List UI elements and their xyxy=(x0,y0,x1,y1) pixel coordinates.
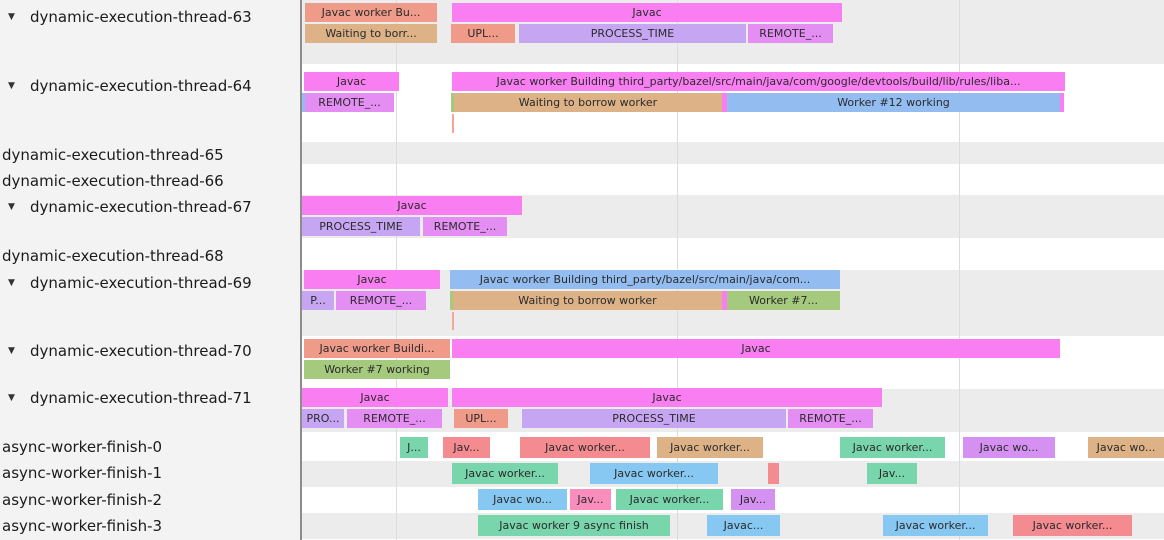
thread-label: dynamic-execution-thread-65 xyxy=(2,146,224,164)
trace-slice[interactable]: Jav... xyxy=(570,489,611,510)
expand-collapse-triangle-icon[interactable]: ▼ xyxy=(8,346,15,356)
trace-slice[interactable]: REMOTE_... xyxy=(748,24,833,43)
trace-slice[interactable]: J... xyxy=(400,437,428,458)
instant-event-tick[interactable] xyxy=(452,114,454,133)
expand-collapse-triangle-icon[interactable]: ▼ xyxy=(8,12,15,22)
trace-slice[interactable]: Javac worker Buildi... xyxy=(304,339,450,358)
trace-slice[interactable]: Worker #12 working xyxy=(727,93,1060,112)
thread-row-dynamic-execution-thread-70[interactable]: ▼ dynamic-execution-thread-70 xyxy=(0,340,300,362)
track-background-band xyxy=(302,461,1164,487)
thread-row-dynamic-execution-thread-64[interactable]: ▼ dynamic-execution-thread-64 xyxy=(0,75,300,97)
trace-slice[interactable]: Worker #7... xyxy=(727,291,840,310)
trace-slice[interactable]: Jav... xyxy=(731,489,775,510)
thread-label: dynamic-execution-thread-69 xyxy=(30,274,252,292)
thread-row-async-worker-finish-0[interactable]: async-worker-finish-0 xyxy=(0,436,300,458)
trace-slice[interactable]: PROCESS_TIME xyxy=(302,217,420,236)
trace-slice[interactable] xyxy=(768,463,779,484)
trace-slice[interactable]: REMOTE_... xyxy=(347,409,442,428)
thread-row-async-worker-finish-2[interactable]: async-worker-finish-2 xyxy=(0,489,300,511)
trace-slice[interactable]: Waiting to borrow worker xyxy=(453,291,722,310)
trace-slice[interactable] xyxy=(302,93,305,112)
time-gridline xyxy=(959,0,960,540)
trace-slice[interactable] xyxy=(1060,93,1064,112)
trace-slice[interactable]: Javac xyxy=(302,388,448,407)
thread-label: dynamic-execution-thread-64 xyxy=(30,77,252,95)
trace-slice[interactable]: Waiting to borr... xyxy=(305,24,437,43)
thread-row-async-worker-finish-1[interactable]: async-worker-finish-1 xyxy=(0,462,300,484)
trace-slice[interactable]: Javac xyxy=(302,196,522,215)
thread-label: dynamic-execution-thread-70 xyxy=(30,342,252,360)
expand-collapse-triangle-icon[interactable]: ▼ xyxy=(8,278,15,288)
trace-slice[interactable]: Javac worker... xyxy=(840,437,945,458)
trace-slice[interactable]: Javac worker Building third_party/bazel/… xyxy=(452,72,1065,91)
trace-slice[interactable]: Jav... xyxy=(443,437,490,458)
trace-slice[interactable]: Javac xyxy=(452,339,1060,358)
trace-slice[interactable] xyxy=(451,93,454,112)
trace-slice[interactable]: Javac xyxy=(452,388,882,407)
timeline-canvas[interactable]: Javac worker Bu... Javac Waiting to borr..… xyxy=(302,0,1164,540)
expand-collapse-triangle-icon[interactable]: ▼ xyxy=(8,202,15,212)
thread-label: async-worker-finish-3 xyxy=(2,517,163,535)
thread-label: dynamic-execution-thread-63 xyxy=(30,8,252,26)
trace-slice[interactable]: Javac worker 9 async finish xyxy=(478,515,670,536)
track-background-band xyxy=(302,238,1164,270)
trace-slice[interactable]: REMOTE_... xyxy=(305,93,394,112)
thread-row-dynamic-execution-thread-65[interactable]: dynamic-execution-thread-65 xyxy=(0,144,300,166)
trace-slice[interactable]: Javac... xyxy=(707,515,780,536)
trace-slice[interactable]: Javac worker... xyxy=(883,515,988,536)
trace-slice[interactable]: Javac worker... xyxy=(616,489,723,510)
thread-label: async-worker-finish-0 xyxy=(2,438,163,456)
thread-label: dynamic-execution-thread-66 xyxy=(2,172,224,190)
trace-slice[interactable]: Javac worker... xyxy=(452,463,558,484)
thread-row-dynamic-execution-thread-66[interactable]: dynamic-execution-thread-66 xyxy=(0,170,300,192)
trace-slice[interactable]: Javac worker... xyxy=(520,437,650,458)
thread-label: async-worker-finish-1 xyxy=(2,464,163,482)
trace-slice[interactable]: UPL... xyxy=(454,409,508,428)
trace-slice[interactable] xyxy=(450,291,453,310)
trace-slice[interactable]: Javac worker Bu... xyxy=(305,3,437,22)
trace-slice[interactable]: Javac xyxy=(452,3,842,22)
thread-list-sidebar: ▼ dynamic-execution-thread-63 ▼ dynamic-exe… xyxy=(0,0,302,540)
trace-slice[interactable]: PROCESS_TIME xyxy=(522,409,786,428)
thread-row-dynamic-execution-thread-63[interactable]: ▼ dynamic-execution-thread-63 xyxy=(0,6,300,28)
thread-row-dynamic-execution-thread-71[interactable]: ▼ dynamic-execution-thread-71 xyxy=(0,387,300,409)
thread-row-dynamic-execution-thread-69[interactable]: ▼ dynamic-execution-thread-69 xyxy=(0,272,300,294)
trace-slice[interactable]: Javac wo... xyxy=(1088,437,1164,458)
expand-collapse-triangle-icon[interactable]: ▼ xyxy=(8,81,15,91)
instant-event-tick[interactable] xyxy=(452,312,454,330)
expand-collapse-triangle-icon[interactable]: ▼ xyxy=(8,393,15,403)
trace-slice[interactable]: REMOTE_... xyxy=(788,409,873,428)
trace-slice[interactable]: Javac xyxy=(304,72,399,91)
thread-label: async-worker-finish-2 xyxy=(2,491,163,509)
trace-slice[interactable]: Javac wo... xyxy=(478,489,567,510)
trace-slice[interactable]: REMOTE_... xyxy=(336,291,426,310)
trace-slice[interactable] xyxy=(722,291,727,310)
trace-slice[interactable]: Javac worker... xyxy=(590,463,718,484)
thread-row-async-worker-finish-3[interactable]: async-worker-finish-3 xyxy=(0,515,300,537)
trace-slice[interactable] xyxy=(722,93,727,112)
trace-slice[interactable]: UPL... xyxy=(451,24,515,43)
thread-row-dynamic-execution-thread-68[interactable]: dynamic-execution-thread-68 xyxy=(0,245,300,267)
thread-label: dynamic-execution-thread-67 xyxy=(30,198,252,216)
thread-label: dynamic-execution-thread-71 xyxy=(30,389,252,407)
trace-slice[interactable]: Jav... xyxy=(867,463,917,484)
trace-slice[interactable]: Waiting to borrow worker xyxy=(454,93,722,112)
track-background-band xyxy=(302,142,1164,164)
trace-slice[interactable]: Javac worker... xyxy=(1013,515,1132,536)
thread-row-dynamic-execution-thread-67[interactable]: ▼ dynamic-execution-thread-67 xyxy=(0,196,300,218)
trace-slice[interactable]: REMOTE_... xyxy=(423,217,507,236)
trace-slice[interactable]: Worker #7 working xyxy=(304,360,450,379)
trace-slice[interactable]: Javac worker... xyxy=(657,437,763,458)
thread-label: dynamic-execution-thread-68 xyxy=(2,247,224,265)
trace-slice[interactable]: Javac worker Building third_party/bazel/… xyxy=(450,270,840,289)
track-background-band xyxy=(302,164,1164,195)
trace-slice[interactable]: P... xyxy=(302,291,334,310)
trace-slice[interactable]: PROCESS_TIME xyxy=(519,24,746,43)
trace-slice[interactable]: Javac wo... xyxy=(963,437,1055,458)
trace-slice[interactable]: Javac xyxy=(304,270,440,289)
trace-slice[interactable]: PRO... xyxy=(302,409,344,428)
